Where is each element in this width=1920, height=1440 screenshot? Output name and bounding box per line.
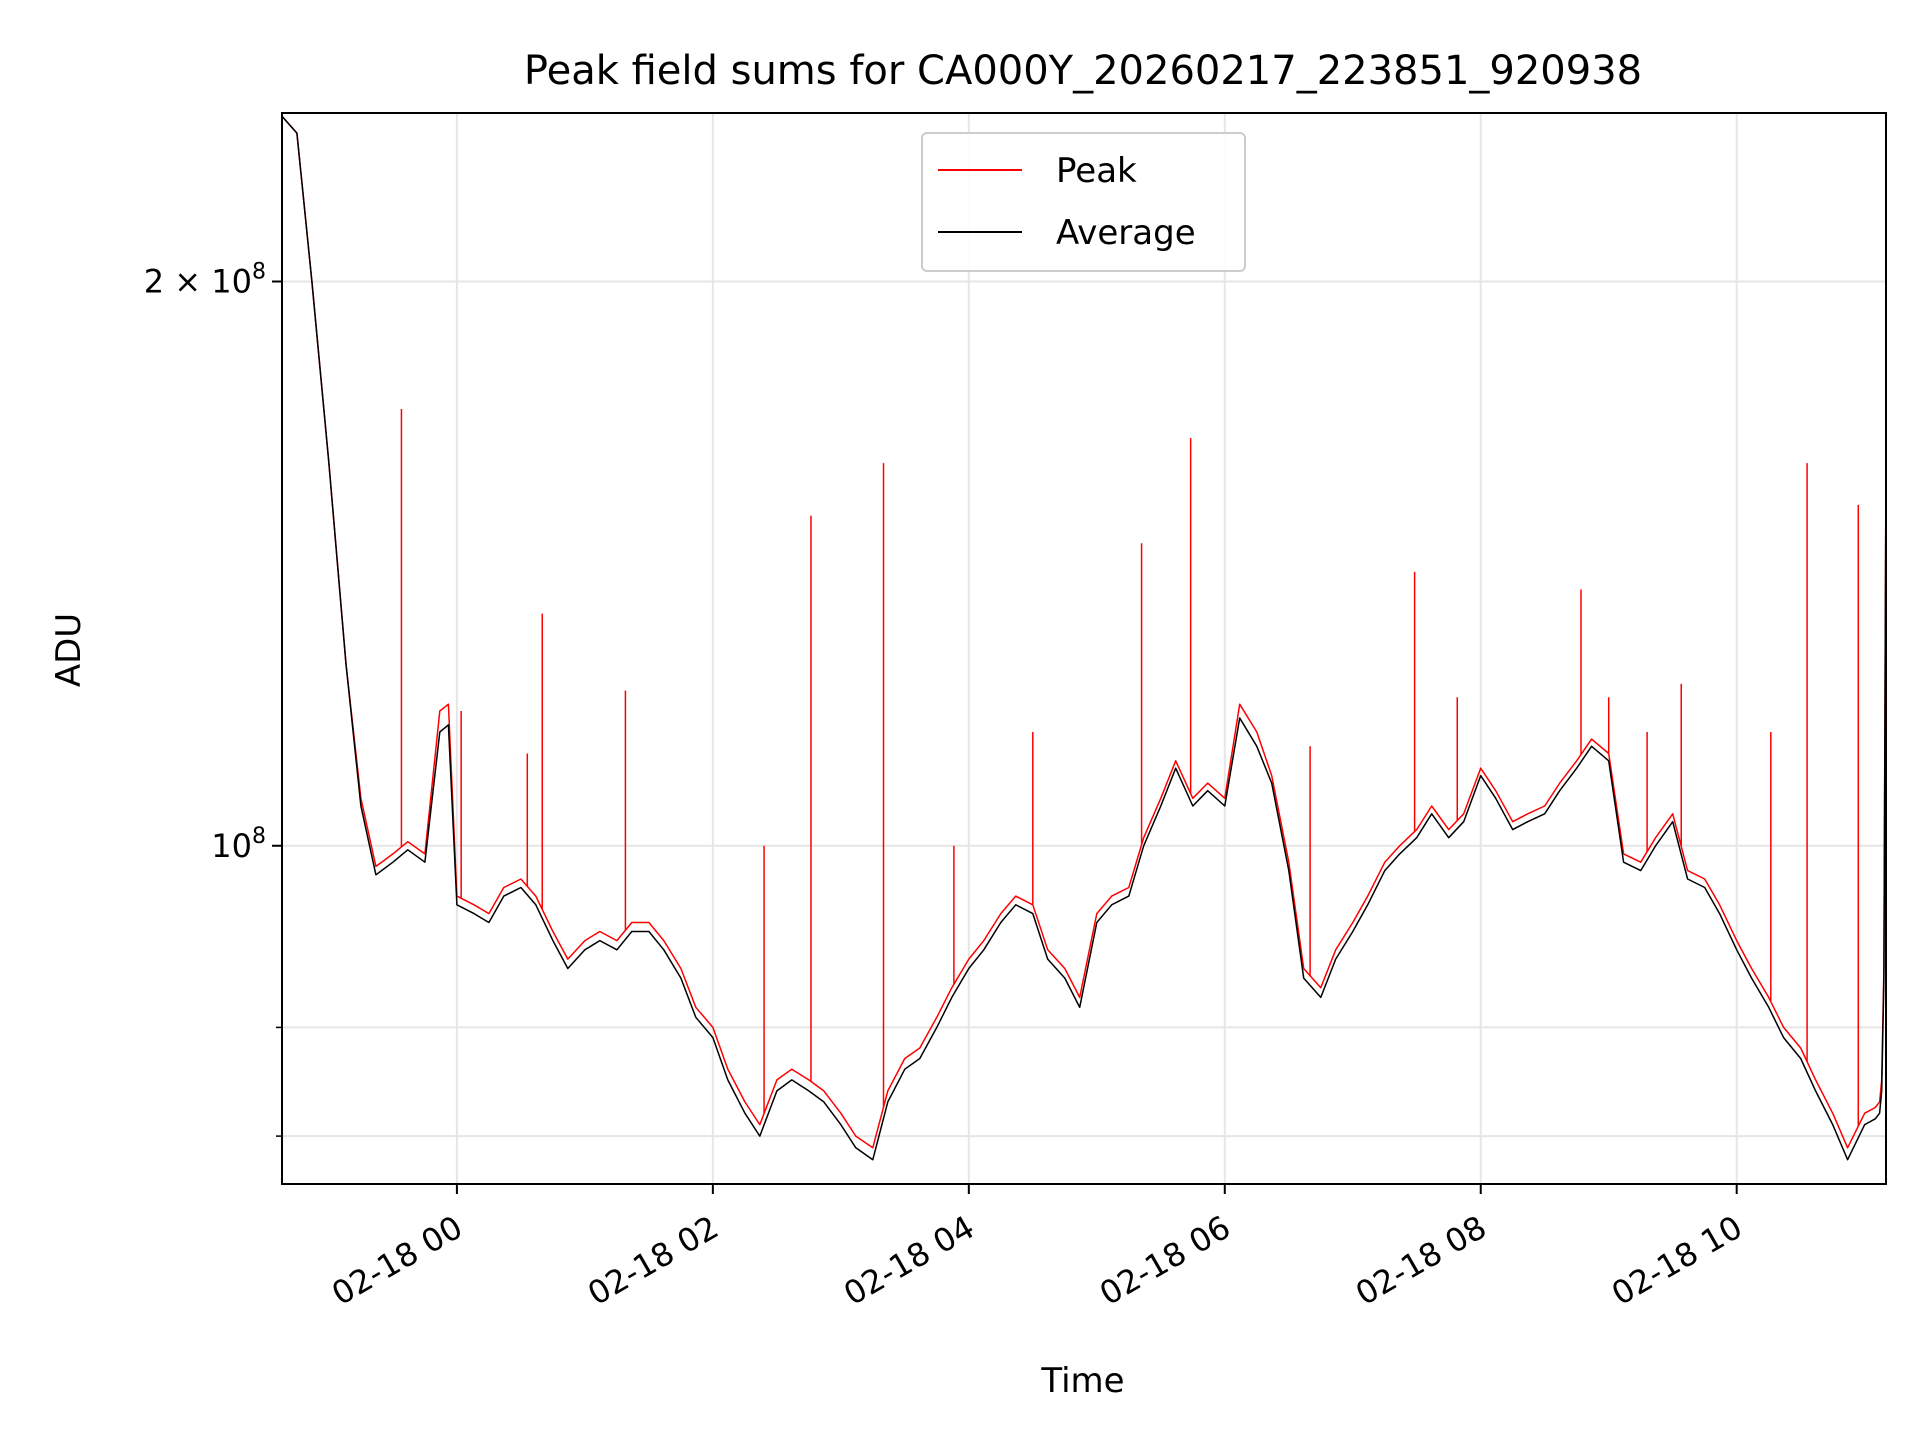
series-line-peak xyxy=(281,115,1887,1149)
series-line-average xyxy=(281,115,1887,1161)
x-axis-label: Time xyxy=(1040,1361,1124,1401)
y-tick-label: 108 xyxy=(211,824,266,865)
legend-label-peak: Peak xyxy=(1056,151,1137,191)
series-layer xyxy=(281,115,1887,1161)
y-axis-label: ADU xyxy=(49,613,89,687)
y-axis-ticks: 108 2 × 108 xyxy=(144,260,282,1137)
legend-box xyxy=(921,132,1246,272)
chart-title: Peak field sums for CA000Y_20260217_2238… xyxy=(524,48,1642,94)
legend-label-average: Average xyxy=(1056,213,1196,253)
legend: Peak Average xyxy=(921,132,1246,272)
y-tick-label: 2 × 108 xyxy=(144,260,266,301)
plot-area-frame xyxy=(281,112,1887,1185)
gridlines xyxy=(282,113,1886,1184)
